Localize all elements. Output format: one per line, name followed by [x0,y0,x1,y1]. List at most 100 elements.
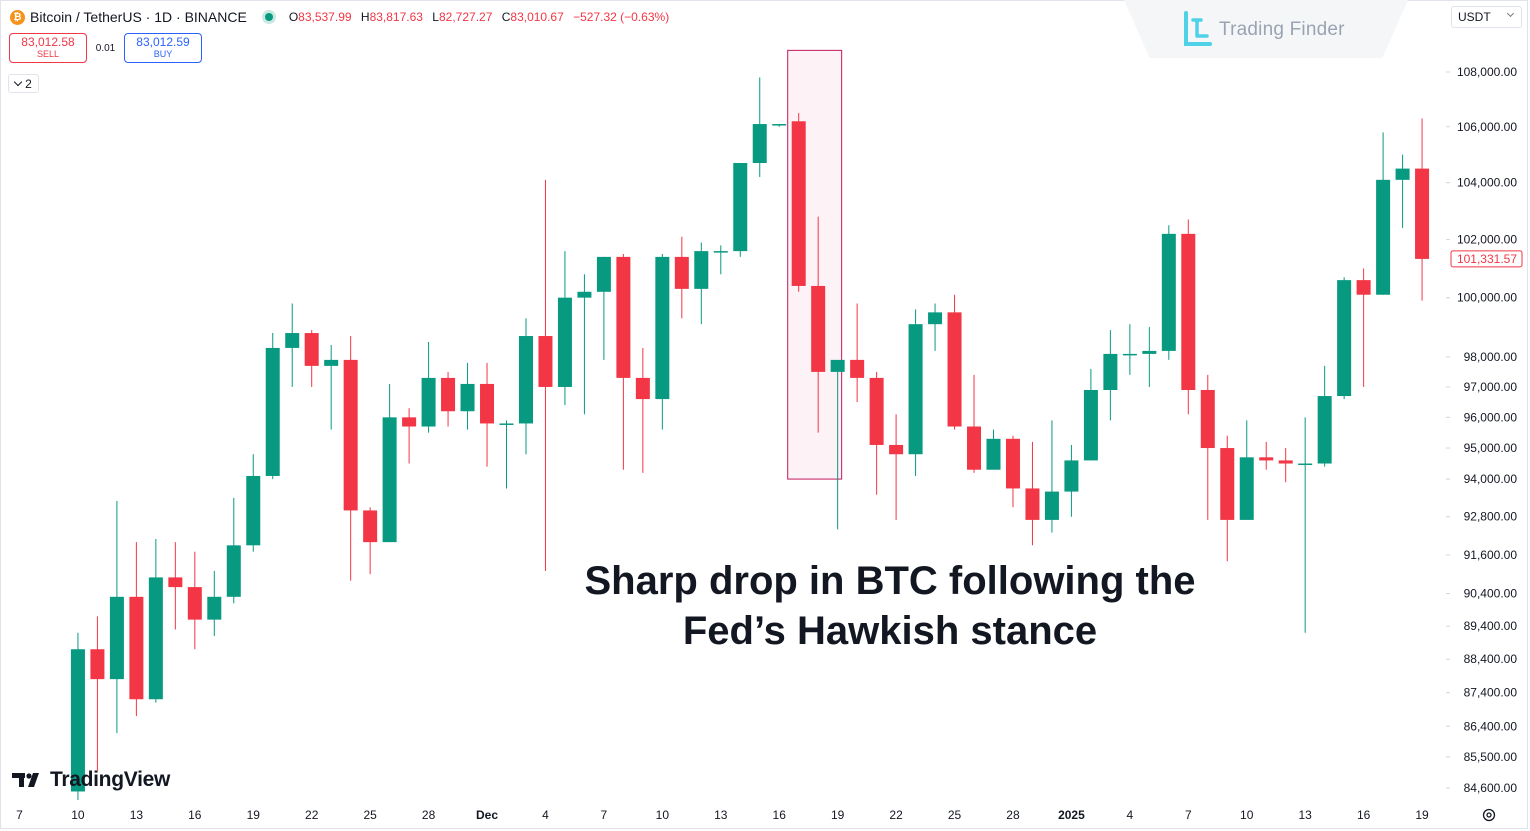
candle[interactable] [908,309,923,476]
candle[interactable] [1356,268,1371,387]
candle[interactable] [733,162,748,257]
candle[interactable] [635,347,650,473]
candle-body [363,510,378,543]
candle[interactable] [869,371,884,495]
buy-button[interactable]: 83,012.59 BUY [124,33,202,63]
candle[interactable] [596,256,611,360]
candle[interactable] [1025,441,1040,546]
candle[interactable] [1161,225,1176,360]
candle[interactable] [1083,368,1098,461]
candle[interactable] [324,344,339,430]
settings-gear-icon[interactable] [1481,807,1497,823]
tradingview-logo-icon [12,773,39,787]
price-tick-label: 91,600.00 [1464,548,1518,562]
candle[interactable] [1317,365,1332,467]
candle[interactable] [129,542,144,717]
candle[interactable] [1259,441,1274,470]
candle[interactable] [1103,330,1118,421]
candle[interactable] [616,254,631,470]
price-axis[interactable]: 108,000.00 106,000.00 104,000.00 102,000.00… [1446,65,1523,795]
candle[interactable] [1044,420,1059,533]
candle[interactable] [791,113,806,292]
candle[interactable] [1395,154,1410,229]
trading-finder-logo-icon [1184,11,1212,46]
candle[interactable] [460,362,475,430]
candle[interactable] [1337,277,1352,400]
candle[interactable] [694,242,709,325]
candle[interactable] [246,454,261,552]
currency-select[interactable]: USDT [1451,6,1522,28]
candle[interactable] [713,245,728,275]
candle[interactable] [889,414,904,520]
candle-body [733,162,748,252]
candle-body [869,377,884,445]
candle-body [1259,457,1274,461]
candle[interactable] [168,542,183,630]
candle[interactable] [557,251,572,406]
sell-button[interactable]: 83,012.58 SELL [9,33,87,63]
candle[interactable] [382,383,397,543]
candle[interactable] [1064,444,1079,517]
candle-body [1376,179,1391,295]
time-axis[interactable]: 7 10 13 16 19 22 25 28 Dec 4 7 10 13 16 19 22 25 28 2025 4 7… [16,808,1429,822]
candle[interactable] [421,341,436,433]
candle[interactable] [986,429,1001,470]
candle[interactable] [285,303,300,387]
candle[interactable] [109,500,124,734]
candle[interactable] [363,507,378,575]
candle[interactable] [1122,324,1137,375]
candle[interactable] [1415,118,1430,301]
candle[interactable] [1239,420,1254,520]
candle[interactable] [947,294,962,430]
watermark-text: TradingView [50,768,171,791]
candle[interactable] [402,408,417,464]
candle[interactable] [1220,435,1235,562]
candle-body [304,333,319,366]
candle[interactable] [1142,327,1157,387]
candle[interactable] [967,374,982,473]
candle[interactable] [1278,448,1293,483]
candle[interactable] [207,570,222,637]
candle[interactable] [441,371,456,427]
candle[interactable] [772,124,787,127]
candle[interactable] [674,236,689,319]
time-tick-label: 28 [1006,808,1020,822]
spread-value: 0.01 [95,42,116,54]
candle[interactable] [343,336,358,581]
candle[interactable] [811,216,826,433]
candle[interactable] [304,330,319,387]
symbol-title[interactable]: Bitcoin / TetherUS · 1D · BINANCE [30,9,247,25]
candle[interactable] [90,616,105,771]
change-value: −527.32 (−0.63%) [573,10,670,24]
candle[interactable] [538,179,553,571]
candle-body [830,359,845,372]
candle[interactable] [226,497,241,604]
candle[interactable] [1200,374,1215,520]
candle[interactable] [187,551,202,650]
time-tick-label: 25 [948,808,962,822]
time-tick-label: 25 [363,808,377,822]
candle[interactable] [577,274,592,415]
candle[interactable] [518,318,533,455]
candle[interactable] [1376,132,1391,295]
buy-price: 83,012.59 [136,35,190,49]
candle[interactable] [928,303,943,351]
candle[interactable] [830,359,845,530]
candle[interactable] [265,333,280,480]
candle[interactable] [850,303,865,403]
candle[interactable] [1298,417,1313,633]
candle-body [480,383,495,424]
candle[interactable] [70,632,85,800]
time-tick-label: 13 [714,808,728,822]
time-tick-label: 4 [1127,808,1134,822]
candle-body [752,124,767,163]
candle[interactable] [752,77,767,178]
candle[interactable] [499,420,514,489]
indicators-toggle-button[interactable]: 2 [8,74,39,93]
candle[interactable] [1181,219,1196,415]
candle[interactable] [148,538,163,703]
candle[interactable] [655,254,670,430]
candle[interactable] [1005,435,1020,508]
candle[interactable] [480,362,495,467]
